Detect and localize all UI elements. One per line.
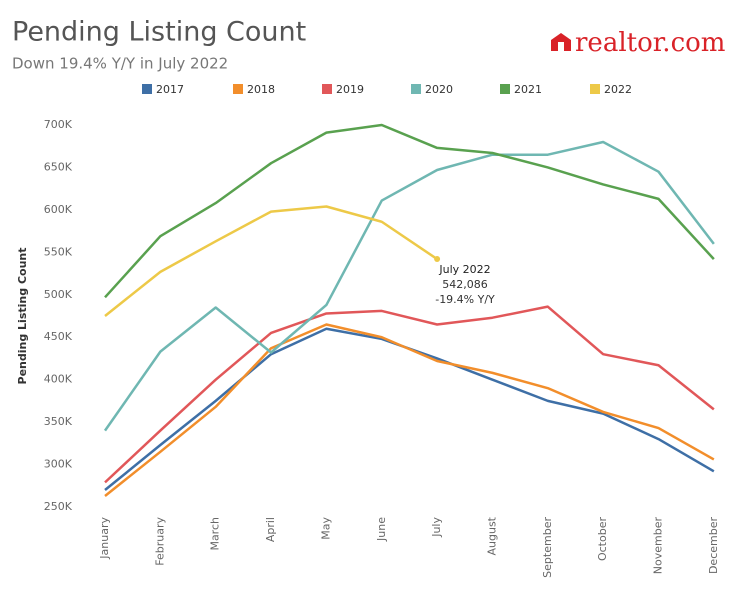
y-tick-label: 400K — [44, 373, 73, 386]
y-tick-label: 250K — [44, 500, 73, 513]
series-line — [104, 327, 715, 491]
end-point — [434, 256, 441, 263]
y-tick-label: 300K — [44, 458, 73, 471]
x-tick-label: November — [652, 517, 665, 575]
x-tick-label: May — [319, 517, 332, 540]
chart-title: Pending Listing Count — [12, 17, 306, 48]
series-line — [104, 323, 715, 497]
x-tick-label: February — [153, 517, 166, 566]
y-tick-label: 550K — [44, 245, 73, 258]
legend-swatch — [590, 84, 600, 94]
x-tick-label: December — [707, 517, 720, 575]
chart-subtitle: Down 19.4% Y/Y in July 2022 — [12, 55, 228, 73]
series-line — [103, 140, 715, 432]
logo-icon — [551, 33, 571, 51]
legend-label: 2019 — [336, 83, 364, 96]
legend-label: 2022 — [604, 83, 632, 96]
x-tick-label: July — [430, 517, 443, 538]
legend-label: 2020 — [425, 83, 453, 96]
series-line — [104, 305, 715, 484]
x-tick-label: August — [485, 516, 498, 555]
legend-label: 2017 — [156, 83, 184, 96]
legend-swatch — [411, 84, 421, 94]
series-line — [104, 123, 715, 299]
x-tick-label: January — [98, 517, 111, 560]
logo: realtor.com — [575, 28, 725, 58]
legend-label: 2021 — [514, 83, 542, 96]
legend-swatch — [233, 84, 243, 94]
x-tick-label: September — [541, 517, 554, 578]
y-tick-label: 350K — [44, 415, 73, 428]
annotation-value: 542,086 — [442, 278, 488, 291]
x-tick-label: June — [375, 517, 388, 542]
legend-label: 2018 — [247, 83, 275, 96]
annotation-change: -19.4% Y/Y — [435, 293, 495, 306]
y-tick-label: 650K — [44, 160, 73, 173]
legend-swatch — [142, 84, 152, 94]
legend-swatch — [322, 84, 332, 94]
annotation-title: July 2022 — [438, 263, 490, 276]
x-tick-label: March — [209, 517, 222, 551]
series-line — [104, 205, 438, 317]
y-tick-label: 600K — [44, 203, 73, 216]
y-axis-label: Pending Listing Count — [16, 248, 29, 385]
legend-swatch — [500, 84, 510, 94]
y-tick-label: 700K — [44, 118, 73, 131]
x-tick-label: October — [596, 517, 609, 561]
y-tick-label: 450K — [44, 330, 73, 343]
x-tick-label: April — [264, 517, 277, 542]
y-tick-label: 500K — [44, 288, 73, 301]
